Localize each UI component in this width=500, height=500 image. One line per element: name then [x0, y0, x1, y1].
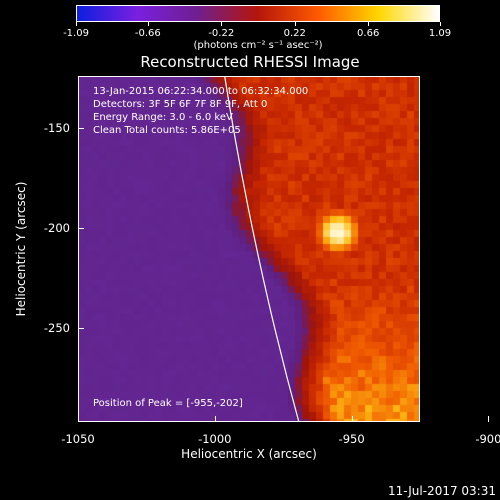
x-tick-label: -1000 [198, 432, 232, 446]
x-tick [488, 416, 490, 422]
y-tick-label: -150 [43, 121, 70, 135]
colorbar-tick-label: -0.66 [134, 28, 161, 39]
info-time: 13-Jan-2015 06:22:34.000 to 06:32:34.000 [93, 86, 309, 97]
x-tick [214, 416, 216, 422]
y-tick [78, 328, 84, 329]
colorbar-tick [294, 22, 296, 26]
y-axis-label: Heliocentric Y (arcsec) [14, 181, 28, 317]
colorbar-tick-label: -1.09 [63, 28, 89, 39]
rhessi-image [78, 76, 420, 422]
colorbar-tick [147, 22, 149, 26]
x-tick-label: -950 [338, 432, 365, 446]
x-axis-label: Heliocentric X (arcsec) [181, 447, 317, 461]
colorbar-tick-label: 0.66 [357, 28, 380, 39]
y-tick-label: -200 [43, 221, 70, 235]
colorbar-unit: (photons cm⁻² s⁻¹ asec⁻²) [193, 40, 323, 51]
y-tick [78, 228, 84, 229]
colorbar-tick-label: 0.22 [283, 28, 306, 39]
y-tick-label: -250 [43, 321, 70, 335]
colorbar-tick [368, 22, 370, 26]
x-tick-label: -900 [475, 432, 500, 446]
info-counts: Clean Total counts: 5.86E+05 [93, 125, 241, 136]
colorbar-tick [76, 22, 77, 26]
plot-title: Reconstructed RHESSI Image [140, 53, 360, 71]
limb-line-layer [224, 76, 300, 422]
colorbar-tick-label: -0.22 [208, 28, 235, 39]
colorbar-tick [221, 22, 223, 26]
colorbar [76, 5, 440, 22]
image-plot [78, 76, 420, 422]
colorbar-tick-label: 1.09 [428, 28, 452, 39]
y-tick [78, 128, 84, 129]
timestamp: 11-Jul-2017 03:31 [387, 484, 496, 498]
colorbar-tick [440, 22, 441, 26]
info-detectors: Detectors: 3F 5F 6F 7F 8F 9F, Att 0 [93, 99, 268, 110]
x-tick-label: -1050 [61, 432, 95, 446]
peak-label: Position of Peak = [-955,-202] [93, 398, 243, 409]
x-tick [351, 416, 353, 422]
info-energy: Energy Range: 3.0 - 6.0 keV [93, 112, 233, 123]
solar-limb-line [224, 76, 300, 422]
x-tick [78, 416, 79, 422]
